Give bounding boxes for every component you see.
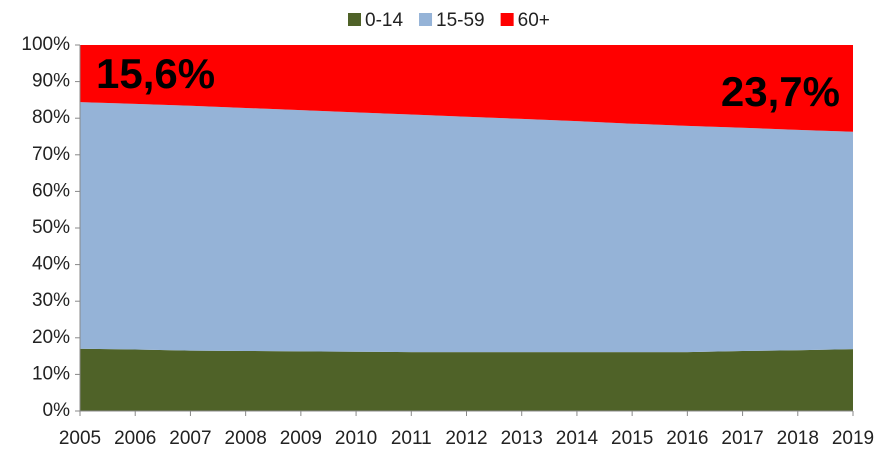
area [80, 102, 853, 353]
legend: 0-14 15-59 60+ [348, 10, 550, 31]
legend-label: 60+ [518, 10, 550, 31]
legend-label: 15-59 [436, 10, 485, 31]
x-tick-label: 2013 [501, 428, 543, 449]
x-tick-label: 2019 [832, 428, 874, 449]
x-tick-label: 2009 [280, 428, 322, 449]
x-tick-label: 2015 [611, 428, 653, 449]
x-tick-label: 2012 [445, 428, 487, 449]
y-tick-label: 90% [32, 71, 70, 92]
x-tick-label: 2011 [391, 428, 432, 449]
y-tick-label: 100% [21, 34, 70, 55]
x-tick-label: 2014 [556, 428, 599, 449]
x-tick-label: 2018 [777, 428, 819, 449]
x-tick-label: 2005 [59, 428, 101, 449]
y-tick-label: 60% [32, 180, 70, 201]
legend-swatch [348, 13, 361, 26]
y-tick-label: 30% [32, 290, 70, 311]
area [80, 348, 853, 411]
y-tick-label: 50% [32, 217, 70, 238]
y-tick-label: 0% [43, 400, 71, 421]
x-tick-label: 2016 [666, 428, 708, 449]
legend-swatch [500, 13, 514, 26]
legend-swatch [419, 13, 433, 26]
annotation: 23,7% [721, 68, 840, 115]
y-tick-label: 40% [32, 254, 70, 275]
area [80, 45, 853, 132]
x-tick-label: 2010 [335, 428, 377, 449]
x-tick-label: 2008 [225, 428, 267, 449]
x-tick-label: 2007 [169, 428, 211, 449]
x-tick-label: 2017 [721, 428, 763, 449]
y-tick-label: 70% [32, 144, 70, 165]
y-tick-label: 80% [32, 107, 70, 128]
annotation: 15,6% [96, 50, 215, 97]
legend-label: 0-14 [365, 10, 403, 31]
x-tick-label: 2006 [114, 428, 156, 449]
y-tick-label: 20% [32, 327, 70, 348]
y-tick-label: 10% [32, 363, 70, 384]
